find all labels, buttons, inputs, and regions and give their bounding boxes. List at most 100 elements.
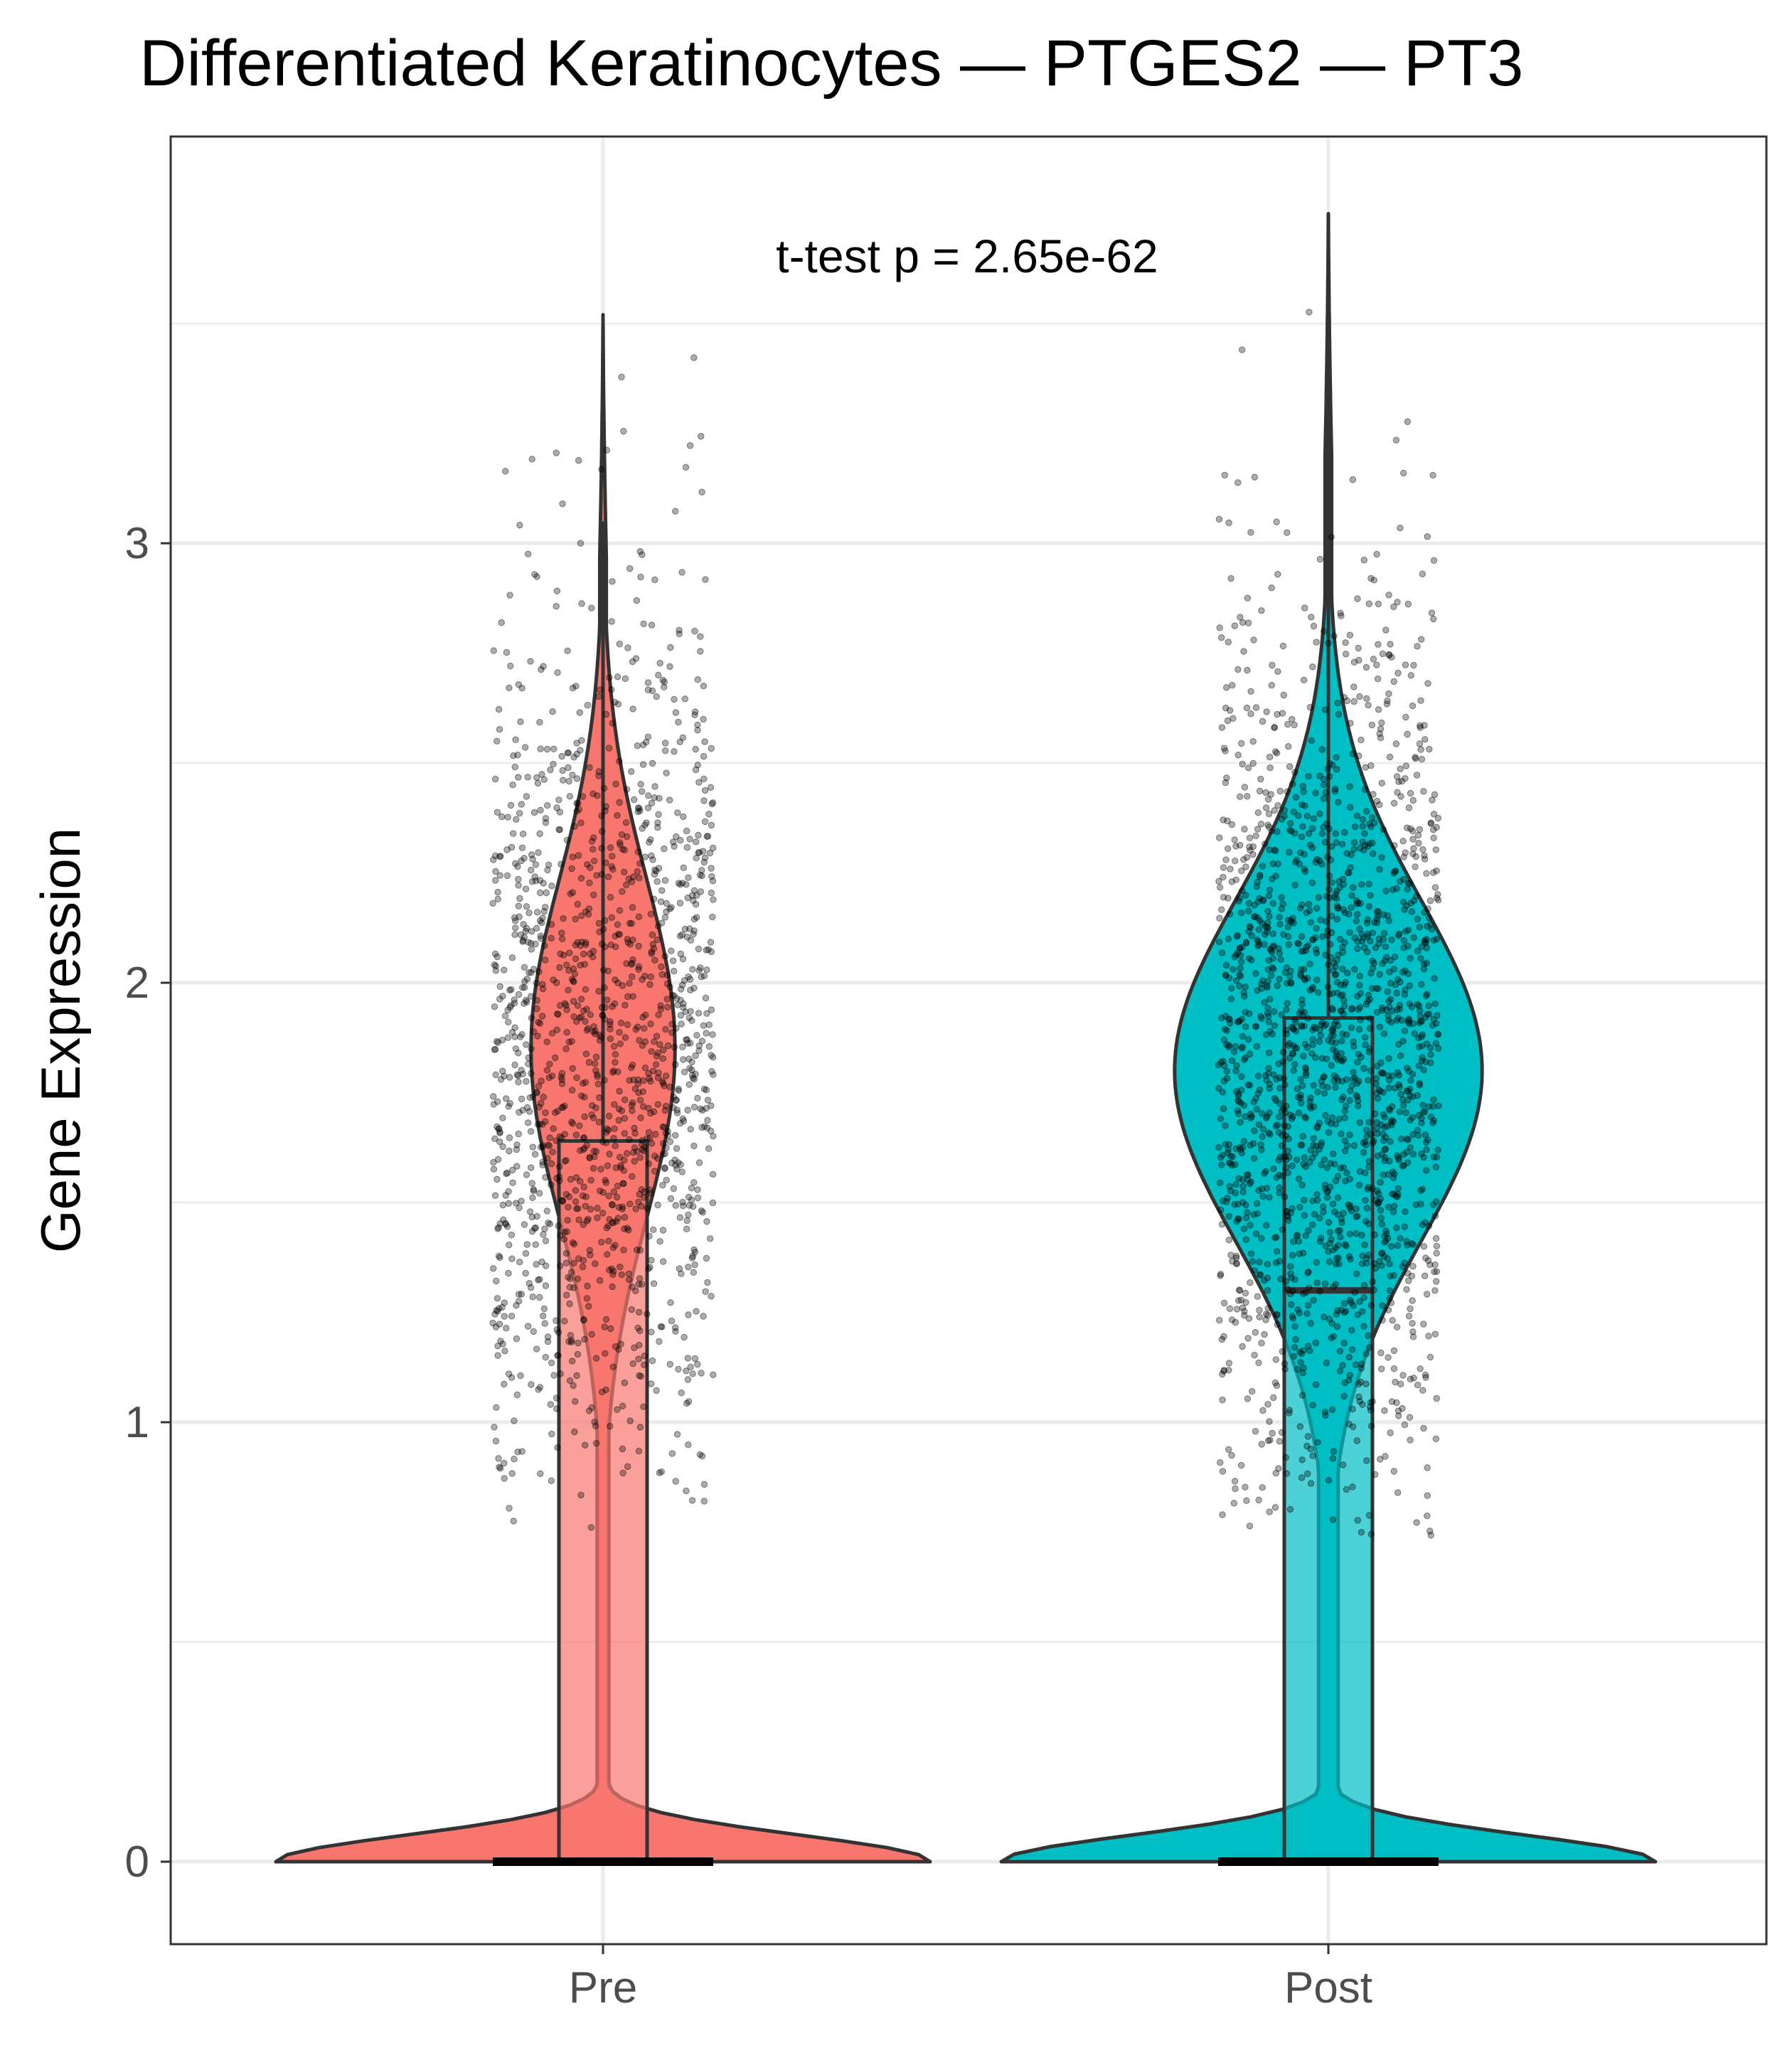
data-point — [1227, 865, 1234, 873]
data-point — [674, 1001, 681, 1009]
data-point — [1369, 985, 1376, 992]
data-point — [555, 1010, 562, 1018]
data-point — [569, 684, 577, 692]
data-point — [686, 1081, 693, 1088]
data-point — [1305, 1268, 1312, 1276]
data-point — [634, 868, 641, 875]
data-point — [1301, 865, 1308, 873]
data-point — [1373, 1119, 1381, 1126]
data-point — [1338, 1306, 1345, 1314]
data-point — [1312, 858, 1319, 866]
data-point — [574, 939, 581, 946]
data-point — [679, 1115, 686, 1122]
data-point — [512, 917, 519, 924]
data-point — [1390, 1190, 1397, 1198]
data-point — [1410, 661, 1417, 669]
data-point — [1264, 919, 1271, 927]
data-point — [1291, 1061, 1298, 1068]
data-point — [626, 941, 634, 948]
data-point — [1356, 981, 1363, 989]
data-point — [644, 686, 652, 693]
data-point — [1400, 944, 1407, 951]
data-point — [1377, 1215, 1385, 1222]
data-point — [679, 955, 687, 963]
data-point — [574, 900, 581, 908]
data-point — [1247, 529, 1254, 536]
data-point — [1272, 873, 1279, 880]
data-point — [1259, 718, 1266, 725]
data-point — [1276, 1074, 1284, 1082]
data-point — [515, 1130, 522, 1138]
data-point — [621, 1225, 628, 1232]
data-point — [528, 1045, 535, 1052]
data-point — [1243, 1171, 1251, 1178]
data-point — [1424, 1010, 1431, 1018]
data-point — [680, 864, 687, 872]
data-point — [572, 1131, 580, 1138]
data-point — [1311, 1210, 1318, 1218]
data-point — [535, 849, 542, 856]
data-point — [1393, 1323, 1401, 1330]
data-point — [548, 1430, 555, 1438]
data-point — [515, 1298, 523, 1305]
data-point — [498, 1036, 506, 1044]
data-point — [568, 1038, 575, 1045]
data-point — [1375, 985, 1382, 992]
data-point — [1336, 884, 1343, 891]
data-point — [654, 936, 661, 944]
data-point — [494, 1098, 501, 1105]
data-point — [1242, 1008, 1249, 1016]
data-point — [1379, 1131, 1387, 1138]
data-point — [634, 848, 641, 855]
data-point — [649, 759, 656, 767]
data-point — [496, 1138, 503, 1146]
data-point — [524, 1323, 532, 1330]
data-point — [1416, 1082, 1424, 1089]
data-point — [553, 1405, 560, 1412]
data-point — [521, 934, 528, 941]
data-point — [535, 1104, 543, 1111]
data-point — [1394, 1154, 1402, 1162]
data-point — [1332, 830, 1340, 838]
data-point — [1400, 1151, 1407, 1158]
data-point — [1407, 1305, 1414, 1313]
data-point — [1313, 905, 1321, 912]
data-point — [1359, 1252, 1366, 1259]
data-point — [1301, 1040, 1309, 1048]
data-point — [1358, 1378, 1365, 1386]
data-point — [1301, 676, 1308, 683]
data-point — [704, 833, 712, 840]
data-point — [1271, 1234, 1279, 1242]
data-point — [1379, 1004, 1386, 1012]
data-point — [706, 849, 714, 857]
x-tick-label-post: Post — [1284, 1963, 1372, 2012]
data-point — [1257, 821, 1265, 828]
data-point — [1298, 1023, 1306, 1030]
data-point — [1378, 1151, 1386, 1158]
data-point — [1262, 931, 1269, 938]
data-point — [708, 1102, 715, 1109]
data-point — [1316, 810, 1323, 818]
data-point — [524, 1119, 532, 1126]
data-point — [632, 1287, 639, 1294]
data-point — [1344, 969, 1351, 977]
data-point — [1397, 1136, 1405, 1143]
data-point — [1377, 1456, 1384, 1463]
data-point — [1307, 1146, 1314, 1154]
data-point — [1366, 840, 1373, 847]
data-point — [1405, 1313, 1413, 1320]
data-point — [1328, 843, 1335, 850]
data-point — [709, 878, 717, 885]
data-point — [527, 1128, 535, 1135]
data-point — [694, 1194, 702, 1202]
data-point — [1239, 760, 1246, 768]
data-point — [508, 954, 516, 961]
data-point — [620, 427, 627, 435]
data-point — [689, 1370, 696, 1377]
data-point — [1239, 619, 1247, 626]
data-point — [1372, 1080, 1380, 1087]
data-point — [1301, 850, 1308, 858]
data-point — [568, 1119, 575, 1126]
data-point — [1303, 909, 1311, 917]
